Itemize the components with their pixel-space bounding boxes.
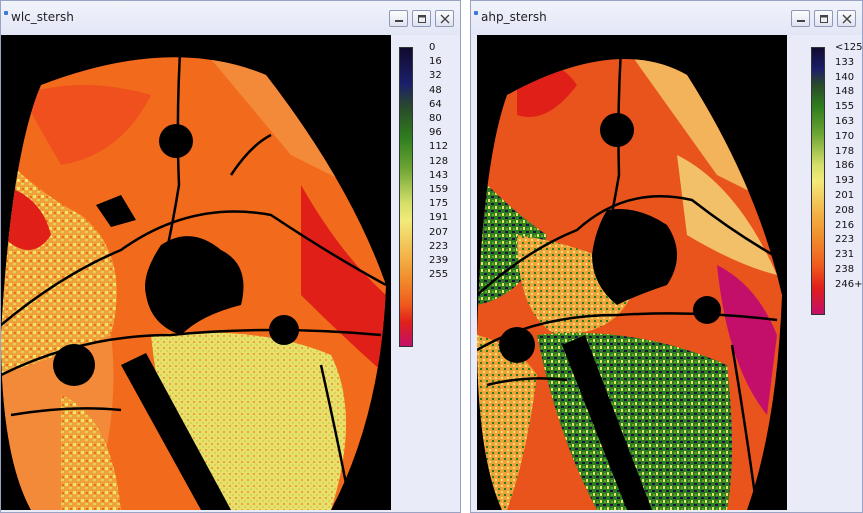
legend-label: 207 (429, 226, 449, 238)
legend-ticks: 0 16 32 48 64 80 96 112 128 143 159 175 … (429, 41, 448, 282)
legend-label: 175 (429, 198, 449, 210)
app-icon (4, 11, 8, 15)
legend-label: 255 (429, 269, 449, 281)
legend-label: 193 (835, 175, 855, 187)
app-icon (474, 11, 478, 15)
close-icon (440, 14, 450, 24)
legend-label: 0 (429, 42, 436, 53)
legend-label: 186 (835, 160, 855, 172)
close-button[interactable] (435, 10, 454, 27)
legend-label: 133 (835, 56, 855, 68)
minimize-icon (395, 20, 403, 22)
minimize-icon (797, 20, 805, 22)
legend-label: 170 (835, 130, 855, 142)
raster-map[interactable] (1, 35, 391, 510)
legend-label: 32 (429, 70, 442, 82)
legend-label: 112 (429, 141, 449, 153)
legend-label: 246+ (835, 278, 863, 290)
legend-colorbar (399, 47, 413, 347)
close-button[interactable] (837, 10, 856, 27)
maximize-icon (820, 15, 828, 23)
legend-label: 216 (835, 219, 855, 231)
maximize-button[interactable] (412, 10, 431, 27)
legend-colorbar (811, 47, 825, 315)
minimize-button[interactable] (791, 10, 810, 27)
legend-label: 96 (429, 127, 442, 139)
legend-label: 201 (835, 189, 855, 201)
window-controls (389, 10, 454, 27)
legend-label: 80 (429, 113, 442, 125)
legend-label: 178 (835, 145, 855, 157)
legend-label: 48 (429, 84, 442, 96)
legend-label: 155 (835, 101, 855, 113)
title-bar[interactable]: ahp_stersh (471, 1, 862, 35)
maximize-icon (418, 15, 426, 23)
legend-label: 191 (429, 212, 449, 224)
window-title: ahp_stersh (481, 10, 547, 24)
legend-label: <125 (835, 42, 863, 53)
legend-label: 140 (835, 71, 855, 83)
legend-label: 16 (429, 56, 442, 68)
window-ahp-stersh: ahp_stersh (470, 0, 863, 513)
legend-label: 148 (835, 86, 855, 98)
legend-label: 208 (835, 204, 855, 216)
minimize-button[interactable] (389, 10, 408, 27)
legend-label: 159 (429, 184, 449, 196)
legend-label: 223 (835, 234, 855, 246)
window-controls (791, 10, 856, 27)
legend-ticks: <125 133 140 148 155 163 170 178 186 193… (835, 41, 862, 293)
legend-label: 231 (835, 249, 855, 261)
window-wlc-stersh: wlc_stersh (0, 0, 461, 513)
title-bar[interactable]: wlc_stersh (1, 1, 460, 35)
legend-label: 143 (429, 169, 449, 181)
maximize-button[interactable] (814, 10, 833, 27)
legend-label: 163 (835, 115, 855, 127)
close-icon (842, 14, 852, 24)
legend-label: 128 (429, 155, 449, 167)
legend-label: 223 (429, 240, 449, 252)
legend-label: 64 (429, 98, 442, 110)
raster-map[interactable] (477, 35, 787, 510)
window-title: wlc_stersh (11, 10, 74, 24)
legend-label: 239 (429, 255, 449, 267)
legend-label: 238 (835, 263, 855, 275)
